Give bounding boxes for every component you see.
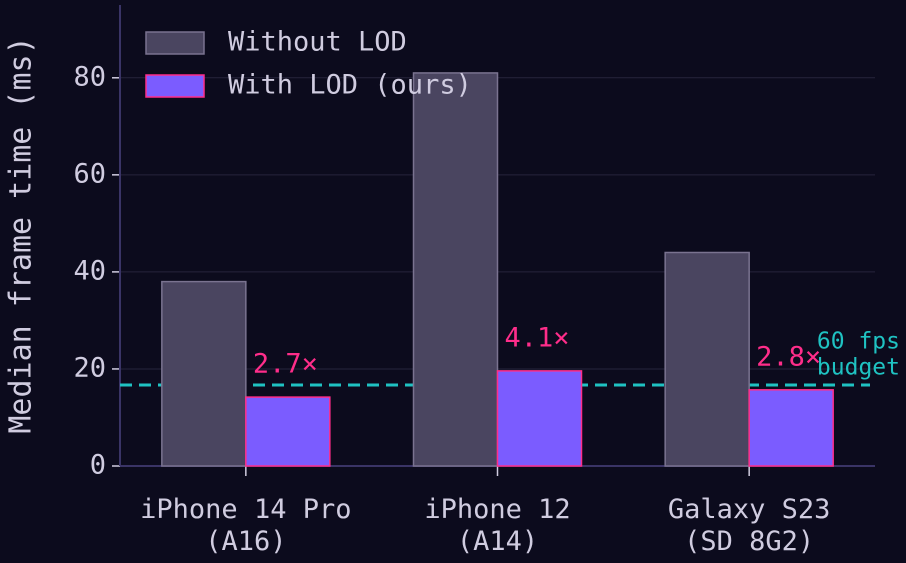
y-tick-label: 0 [90, 450, 106, 481]
y-tick-label: 60 [73, 158, 106, 189]
x-tick-label-line: iPhone 12 [424, 494, 570, 525]
bar [412, 72, 499, 467]
legend-swatch [145, 74, 205, 98]
x-tick-label-line: (SD 8G2) [684, 526, 814, 557]
bar [245, 396, 331, 467]
bar [748, 389, 834, 467]
ratio-annotation: 2.8× [756, 341, 821, 372]
y-tick-label: 40 [73, 255, 106, 286]
x-tick-label: iPhone 12 (A14) [424, 494, 570, 557]
reference-label: 60 fps [817, 329, 900, 355]
ratio-annotation: 2.7× [253, 349, 318, 380]
x-tick-label-line: iPhone 14 Pro [140, 494, 351, 525]
x-tick-label-line: Galaxy S23 [668, 494, 831, 525]
y-axis-label: Median frame time (ms) [4, 36, 39, 433]
legend-label: Without LOD [228, 27, 407, 58]
y-tick-label: 80 [73, 61, 106, 92]
bar [664, 251, 750, 467]
x-tick-label-line: (A14) [457, 526, 538, 557]
x-tick-label: iPhone 14 Pro (A16) [140, 494, 351, 557]
x-tick-label-line: (A16) [205, 526, 286, 557]
reference-label: budget [817, 355, 900, 381]
y-tick-label: 20 [73, 352, 106, 383]
legend-swatch [145, 31, 205, 55]
bar [161, 280, 247, 467]
x-tick-label: Galaxy S23 (SD 8G2) [668, 494, 831, 557]
ratio-annotation: 4.1× [505, 322, 570, 353]
legend-label: With LOD (ours) [228, 70, 472, 101]
bar [496, 370, 583, 467]
